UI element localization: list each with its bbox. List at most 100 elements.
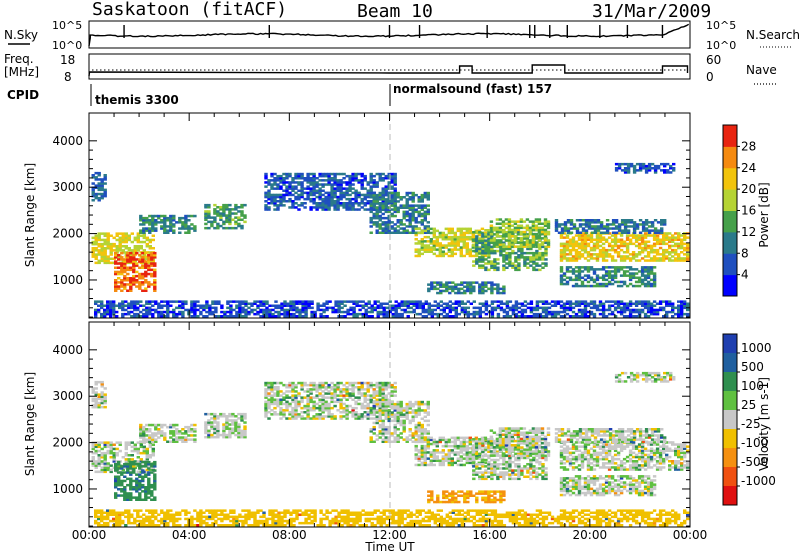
- heatmap-cell: [151, 451, 155, 455]
- heatmap-cell: [121, 315, 125, 318]
- heatmap-cell: [650, 223, 655, 226]
- heatmap-cell: [318, 189, 322, 192]
- heatmap-cell: [276, 183, 280, 186]
- heatmap-cell: [592, 312, 597, 316]
- heatmap-cell: [273, 381, 277, 385]
- heatmap-cell: [502, 287, 506, 291]
- heatmap-cell: [297, 394, 301, 397]
- heatmap-cell: [264, 392, 268, 395]
- heatmap-cell: [279, 185, 283, 188]
- heatmap-cell: [267, 400, 271, 404]
- heatmap-cell: [286, 312, 290, 316]
- heatmap-cell: [288, 381, 292, 385]
- heatmap-cell: [644, 167, 649, 170]
- heatmap-cell: [471, 235, 475, 239]
- heatmap-cell: [169, 432, 173, 435]
- heatmap-cell: [240, 210, 244, 213]
- heatmap-cell: [571, 310, 576, 314]
- heatmap-cell: [619, 244, 624, 248]
- heatmap-cell: [376, 312, 380, 316]
- heatmap-cell: [369, 185, 373, 188]
- heatmap-cell: [655, 240, 660, 243]
- heatmap-cell: [187, 227, 191, 230]
- heatmap-cell: [441, 246, 445, 249]
- heatmap-cell: [291, 417, 295, 420]
- heatmap-cell: [267, 394, 271, 397]
- heatmap-cell: [142, 451, 146, 455]
- heatmap-cell: [505, 312, 510, 316]
- heatmap-cell: [322, 315, 326, 318]
- heatmap-cell: [244, 304, 248, 307]
- heatmap-cell: [610, 276, 615, 279]
- heatmap-cell: [256, 312, 260, 316]
- heatmap-cell: [327, 206, 331, 209]
- heatmap-cell: [139, 229, 143, 232]
- heatmap-cell: [616, 280, 621, 284]
- heatmap-cell: [405, 206, 409, 209]
- heatmap-cell: [129, 460, 133, 464]
- heatmap-cell: [424, 302, 428, 305]
- heatmap-cell: [526, 306, 531, 310]
- heatmap-cell: [145, 236, 149, 240]
- heatmap-cell: [637, 302, 642, 305]
- heatmap-cell: [97, 462, 101, 465]
- heatmap-cell: [120, 465, 124, 468]
- heatmap-cell: [538, 312, 543, 316]
- colorbar-tick-label: 12: [741, 225, 756, 239]
- heatmap-cell: [288, 197, 292, 201]
- cpid-mode-1: themis 3300: [95, 93, 179, 107]
- heatmap-cell: [178, 227, 182, 230]
- heatmap-cell: [646, 300, 651, 303]
- heatmap-cell: [333, 183, 337, 186]
- heatmap-cell: [144, 475, 148, 478]
- heatmap-cell: [138, 475, 142, 478]
- heatmap-cell: [580, 248, 585, 252]
- heatmap-cell: [178, 430, 182, 433]
- heatmap-cell: [328, 300, 332, 303]
- heatmap-cell: [399, 227, 403, 230]
- heatmap-cell: [535, 258, 539, 261]
- heatmap-cell: [115, 232, 119, 235]
- heatmap-cell: [426, 229, 430, 232]
- heatmap-cell: [387, 210, 391, 214]
- heatmap-cell: [117, 262, 121, 265]
- heatmap-cell: [562, 248, 567, 252]
- heatmap-cell: [480, 248, 485, 251]
- heatmap-cell: [228, 431, 232, 435]
- heatmap-cell: [363, 193, 367, 197]
- heatmap-cell: [501, 220, 506, 223]
- heatmap-cell: [279, 179, 283, 182]
- heatmap-cell: [640, 248, 645, 252]
- heatmap-cell: [587, 223, 592, 226]
- heatmap-cell: [677, 244, 681, 248]
- heatmap-cell: [577, 257, 582, 260]
- heatmap-cell: [423, 229, 427, 233]
- heatmap-cell: [138, 277, 142, 280]
- heatmap-cell: [631, 315, 636, 318]
- heatmap-cell: [112, 456, 116, 459]
- heatmap-cell: [496, 287, 500, 291]
- heatmap-cell: [109, 447, 113, 451]
- heatmap-cell: [432, 242, 436, 245]
- heatmap-cell: [129, 483, 133, 487]
- heatmap-cell: [378, 195, 382, 199]
- heatmap-cell: [267, 411, 271, 414]
- heatmap-cell: [580, 315, 585, 318]
- heatmap-cell: [456, 227, 460, 231]
- heatmap-cell: [487, 251, 491, 255]
- heatmap-cell: [259, 304, 263, 307]
- heatmap-cell: [381, 223, 385, 226]
- heatmap-cell: [124, 308, 128, 312]
- heatmap-cell: [138, 258, 142, 261]
- heatmap-cell: [543, 220, 548, 223]
- heatmap-cell: [571, 278, 576, 282]
- heatmap-cell: [649, 251, 654, 254]
- heatmap-cell: [370, 310, 374, 314]
- heatmap-cell: [421, 302, 425, 305]
- heatmap-cell: [544, 249, 548, 253]
- heatmap-cell: [574, 302, 579, 305]
- heatmap-cell: [234, 212, 238, 215]
- heatmap-cell: [517, 262, 521, 265]
- heatmap-cell: [665, 315, 669, 318]
- heatmap-cell: [153, 486, 157, 489]
